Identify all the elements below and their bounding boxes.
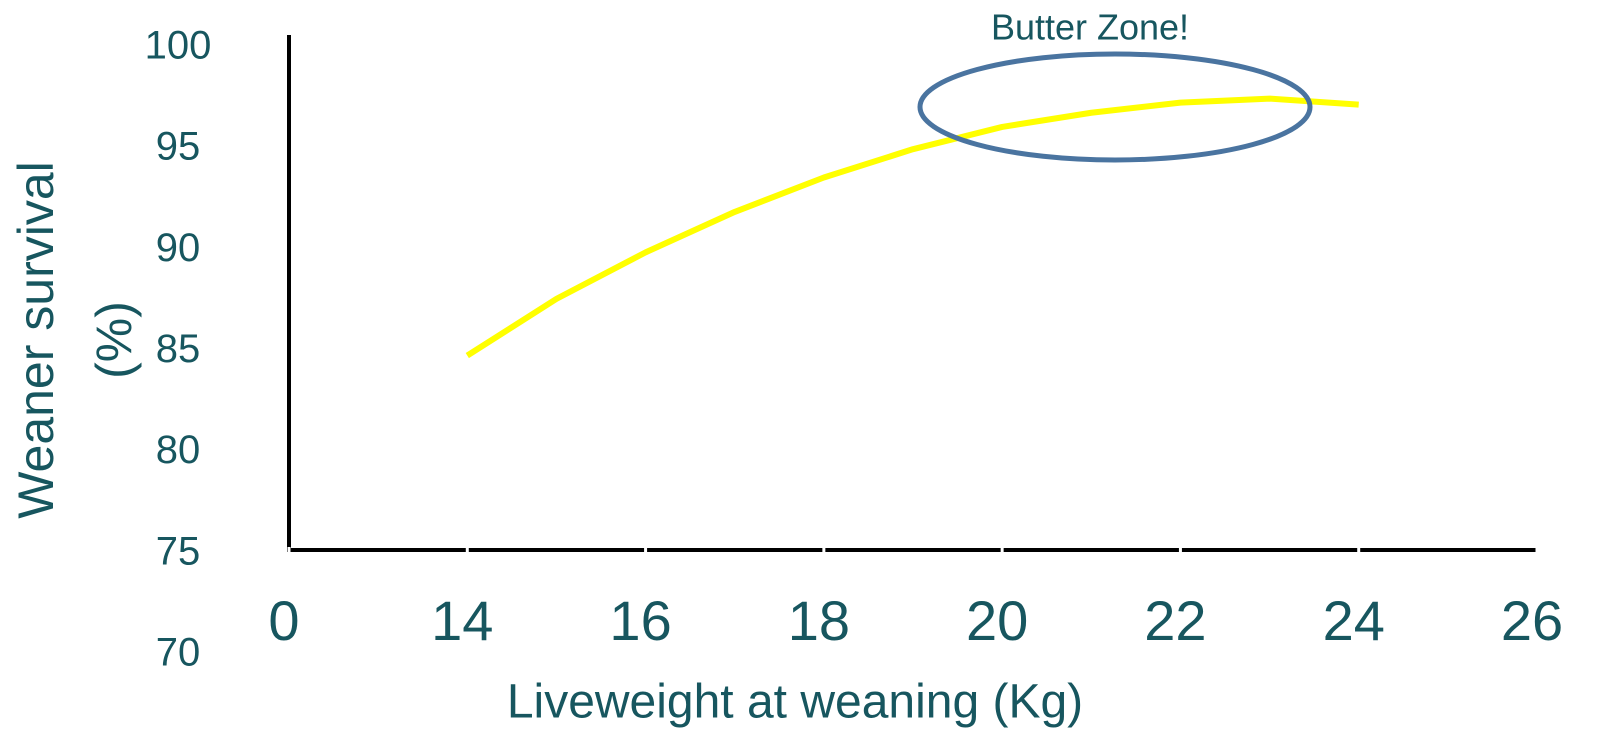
- x-tick-label: 16: [609, 589, 671, 652]
- x-tick-label: 18: [788, 589, 850, 652]
- x-tick-label: 24: [1323, 589, 1385, 652]
- y-tick-label: 75: [156, 529, 201, 573]
- x-tick-label: 0: [268, 589, 299, 652]
- y-tick-label: 95: [156, 125, 201, 169]
- y-tick-label: 85: [156, 327, 201, 371]
- annotation: Butter Zone!: [991, 7, 1189, 48]
- y-tick-label: 100: [145, 24, 212, 68]
- x-tick-label: 22: [1144, 589, 1206, 652]
- y-axis-label: Weaner survival (%): [8, 161, 142, 519]
- y-tick-label: 80: [156, 428, 201, 472]
- data-line: [465, 95, 1359, 359]
- x-tick-label: 26: [1501, 589, 1563, 652]
- y-tick-label: 90: [156, 226, 201, 270]
- x-tick-label: 14: [431, 589, 493, 652]
- y-tick-label: 70: [156, 631, 201, 675]
- x-tick-label: 20: [966, 589, 1028, 652]
- highlight-ellipse: [917, 51, 1313, 163]
- x-axis-label: Liveweight at weaning (Kg): [507, 676, 1083, 729]
